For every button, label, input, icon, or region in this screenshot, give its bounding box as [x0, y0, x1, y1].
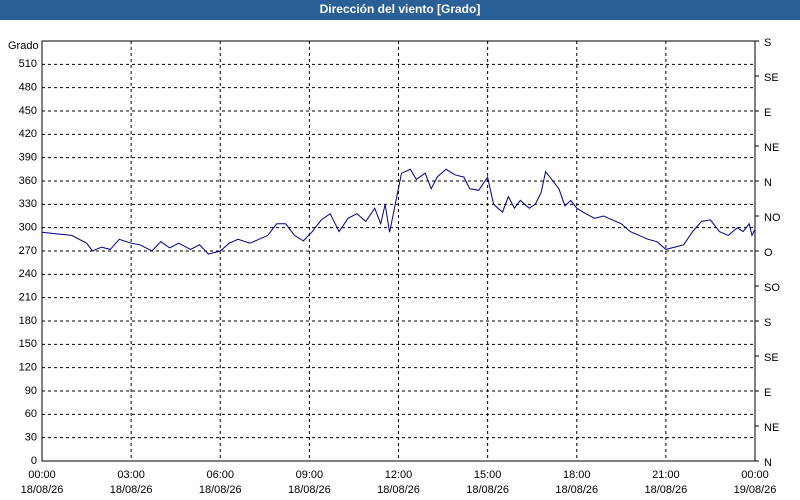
y-tick-label: 390	[19, 152, 37, 164]
y-tick-label: 330	[19, 198, 37, 210]
y-tick-label: 90	[25, 385, 37, 397]
y2-tick-label: NE	[764, 422, 779, 434]
x-tick-date: 18/08/26	[199, 484, 242, 496]
x-tick-date: 18/08/26	[644, 484, 687, 496]
y-tick-label: 480	[19, 82, 37, 94]
y2-tick-label: S	[764, 37, 771, 49]
y2-tick-label: N	[764, 457, 772, 469]
x-tick-label: 06:00	[206, 469, 234, 481]
x-tick-label: 12:00	[385, 469, 413, 481]
y-tick-label: 0	[31, 455, 37, 467]
x-tick-date: 18/08/26	[466, 484, 509, 496]
y-tick-label: 270	[19, 245, 37, 257]
x-tick-date: 18/08/26	[110, 484, 153, 496]
x-tick-date: 18/08/26	[555, 484, 598, 496]
y2-tick-label: E	[764, 387, 771, 399]
y-tick-label: 180	[19, 315, 37, 327]
y2-tick-label: SE	[764, 352, 779, 364]
y2-tick-label: NE	[764, 142, 779, 154]
y-tick-label: 360	[19, 175, 37, 187]
y2-tick-label: S	[764, 317, 771, 329]
y-tick-label: 30	[25, 432, 37, 444]
y-tick-label: 300	[19, 222, 37, 234]
y-tick-label: 450	[19, 105, 37, 117]
x-tick-label: 15:00	[474, 469, 502, 481]
y-tick-label: 510	[19, 58, 37, 70]
x-tick-date: 18/08/26	[377, 484, 420, 496]
x-tick-label: 18:00	[563, 469, 591, 481]
y2-tick-label: O	[764, 247, 773, 259]
y2-tick-label: E	[764, 107, 771, 119]
x-tick-label: 03:00	[117, 469, 145, 481]
x-tick-label: 21:00	[652, 469, 680, 481]
y-tick-label: 210	[19, 292, 37, 304]
x-tick-date: 18/08/26	[288, 484, 331, 496]
y2-tick-label: NO	[764, 212, 781, 224]
y-tick-label: 150	[19, 338, 37, 350]
y-tick-label: 120	[19, 362, 37, 374]
chart-title: Dirección del viento [Grado]	[320, 2, 481, 16]
y-tick-label: 240	[19, 268, 37, 280]
y-tick-label: 60	[25, 408, 37, 420]
x-tick-date: 18/08/26	[21, 484, 64, 496]
x-tick-date: 19/08/26	[734, 484, 777, 496]
x-tick-label: 00:00	[28, 469, 56, 481]
y2-tick-label: SO	[764, 282, 780, 294]
y2-tick-label: SE	[764, 72, 779, 84]
y-axis-label: Grado	[8, 40, 39, 52]
data-line	[41, 168, 756, 255]
title-bar	[0, 0, 800, 20]
y-tick-label: 420	[19, 128, 37, 140]
y2-tick-label: N	[764, 177, 772, 189]
x-tick-label: 09:00	[296, 469, 324, 481]
x-tick-label: 00:00	[741, 469, 769, 481]
